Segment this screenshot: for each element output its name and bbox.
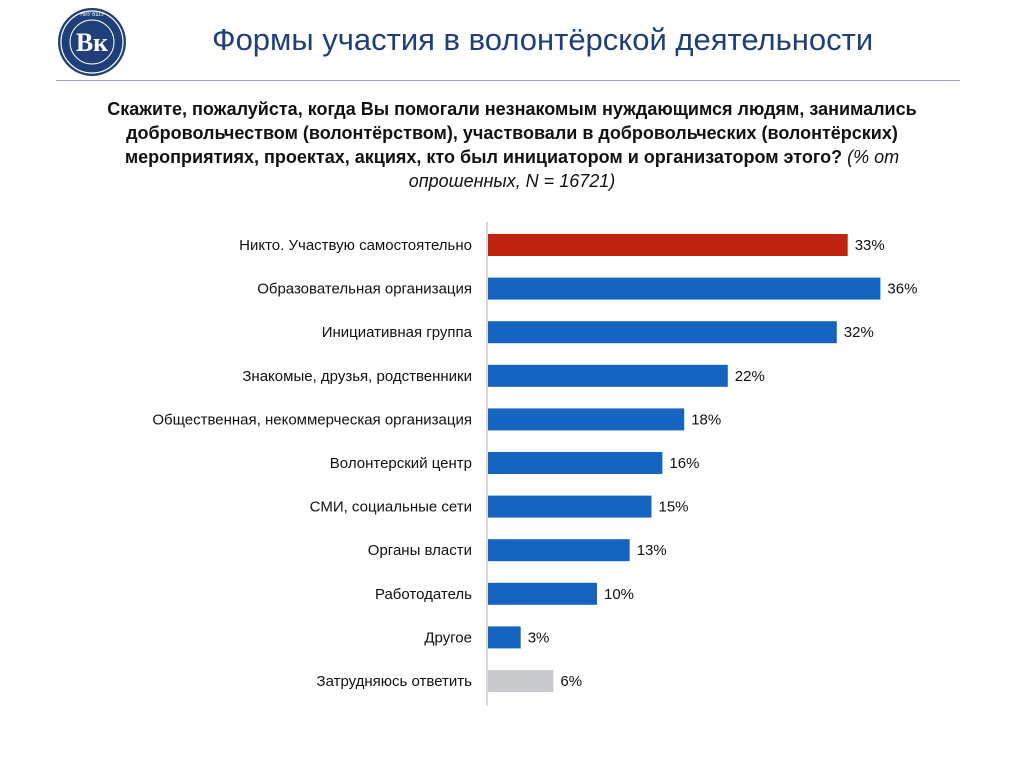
- category-label: Органы власти: [368, 542, 472, 559]
- bar: [488, 495, 652, 518]
- question-text: Скажите, пожалуйста, когда Вы помогали н…: [107, 99, 917, 167]
- category-label: Знакомые, друзья, родственники: [242, 368, 472, 385]
- bar: [488, 234, 848, 256]
- category-label: Волонтерский центр: [330, 455, 472, 472]
- bar: [488, 582, 597, 605]
- category-label: Инициативная группа: [322, 324, 473, 341]
- value-label: 15%: [659, 499, 689, 516]
- category-label: Никто. Участвую самостоятельно: [239, 237, 472, 254]
- value-label: 22%: [735, 368, 765, 385]
- value-label: 32%: [844, 324, 874, 341]
- value-label: 6%: [560, 673, 582, 690]
- question-note: (% от опрошенных, N = 16721): [408, 147, 900, 191]
- value-label: 33%: [855, 237, 885, 254]
- category-label: Затрудняюсь ответить: [317, 673, 473, 690]
- bar: [488, 277, 881, 300]
- value-label: 10%: [604, 586, 634, 603]
- bar: [488, 364, 728, 387]
- value-label: 16%: [669, 455, 699, 472]
- category-label: Образовательная организация: [257, 281, 472, 298]
- category-label: СМИ, социальные сети: [310, 499, 472, 516]
- category-label: Другое: [424, 629, 472, 646]
- bar: [488, 452, 663, 474]
- survey-question: Скажите, пожалуйста, когда Вы помогали н…: [80, 97, 944, 193]
- svg-text:НИУ ВШЭ: НИУ ВШЭ: [80, 12, 104, 18]
- bar: [488, 626, 521, 649]
- slide-title: Формы участия в волонтёрской деятельност…: [212, 22, 874, 57]
- title-divider: [56, 80, 960, 81]
- category-label: Работодатель: [375, 586, 472, 603]
- value-label: 13%: [637, 542, 667, 559]
- bar: [488, 408, 685, 431]
- bar: [488, 670, 554, 692]
- bar: [488, 321, 837, 344]
- value-label: 3%: [528, 629, 550, 646]
- value-label: 36%: [887, 281, 917, 298]
- category-label: Общественная, некоммерческая организация: [152, 411, 472, 428]
- value-label: 18%: [691, 411, 721, 428]
- hse-university-logo: Вк НИУ ВШЭ: [58, 8, 126, 76]
- svg-text:Вк: Вк: [76, 28, 108, 57]
- bar: [488, 539, 630, 562]
